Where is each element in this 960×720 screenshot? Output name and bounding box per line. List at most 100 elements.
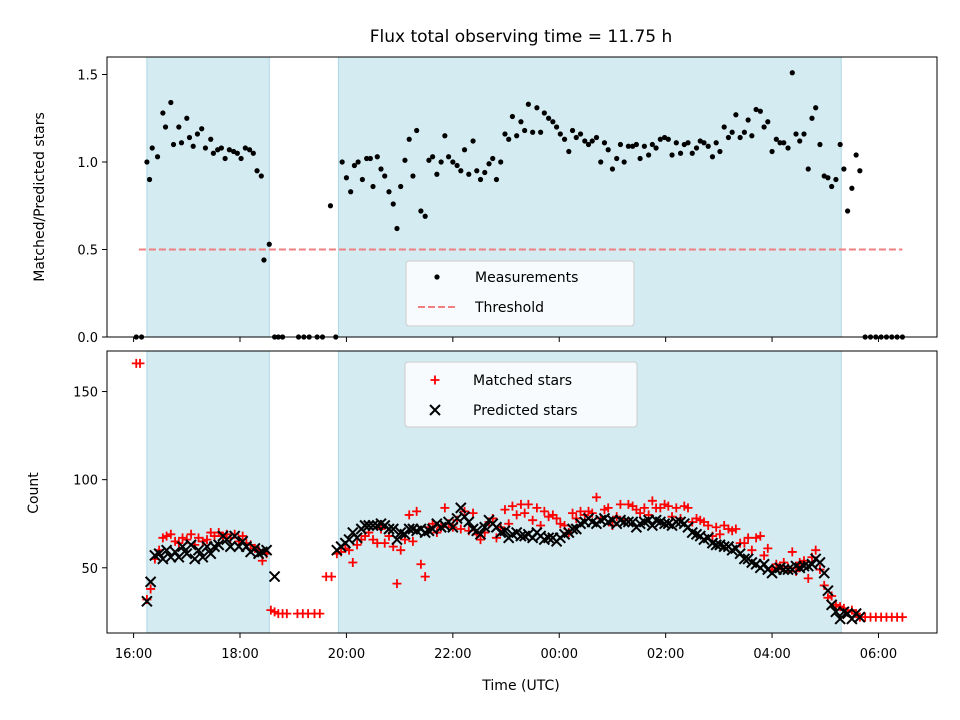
data-point bbox=[208, 136, 214, 142]
data-point bbox=[593, 134, 600, 141]
data-point bbox=[689, 150, 695, 156]
data-point bbox=[348, 189, 354, 195]
data-point bbox=[731, 524, 741, 534]
plot-frame bbox=[106, 350, 938, 634]
data-point bbox=[186, 529, 196, 539]
data-point bbox=[763, 543, 773, 553]
data-point bbox=[822, 584, 834, 597]
data-point bbox=[238, 531, 248, 541]
data-point bbox=[528, 515, 538, 525]
data-point bbox=[615, 499, 625, 509]
legend: Measurements Threshold bbox=[405, 260, 635, 327]
legend-box bbox=[405, 260, 635, 327]
data-point bbox=[154, 154, 161, 160]
data-point bbox=[213, 539, 225, 551]
data-point bbox=[817, 141, 823, 148]
data-point bbox=[801, 131, 807, 137]
data-point bbox=[408, 536, 418, 546]
data-point bbox=[715, 529, 725, 539]
data-point bbox=[587, 508, 597, 518]
x-tick-label: 00:00 bbox=[541, 647, 578, 662]
data-point bbox=[474, 168, 480, 174]
data-point bbox=[618, 516, 630, 528]
data-point bbox=[729, 129, 735, 135]
data-point bbox=[793, 131, 799, 137]
data-point bbox=[598, 159, 604, 165]
data-point bbox=[387, 523, 399, 535]
data-point bbox=[391, 533, 403, 546]
data-point bbox=[141, 595, 153, 607]
data-point bbox=[418, 208, 424, 214]
data-point bbox=[765, 119, 771, 125]
legend-label: Threshold bbox=[474, 300, 544, 316]
data-point bbox=[438, 159, 444, 165]
legend: Matched stars Predicted stars bbox=[404, 361, 638, 428]
legend-marker-predicted bbox=[429, 404, 441, 416]
data-point bbox=[226, 147, 232, 153]
data-point bbox=[552, 513, 562, 523]
data-point bbox=[845, 208, 851, 214]
data-point bbox=[327, 203, 334, 209]
data-point bbox=[673, 140, 679, 146]
data-point bbox=[582, 138, 588, 144]
data-point bbox=[370, 183, 376, 190]
data-point bbox=[234, 150, 240, 156]
data-point bbox=[781, 140, 787, 146]
data-point bbox=[416, 559, 426, 569]
data-point bbox=[733, 112, 739, 118]
data-point bbox=[737, 134, 743, 141]
data-point bbox=[258, 173, 264, 179]
data-point bbox=[394, 225, 400, 232]
top-panel: 0.0 0.5 1.0 1.5 Measurements Threshold bbox=[77, 56, 938, 346]
data-point bbox=[739, 538, 749, 548]
x-tick-label: 16:00 bbox=[115, 647, 152, 662]
data-point bbox=[711, 522, 721, 532]
data-point bbox=[819, 580, 829, 590]
data-point bbox=[514, 133, 520, 139]
data-point bbox=[249, 542, 261, 555]
shaded-interval-0 bbox=[146, 350, 270, 634]
data-point bbox=[386, 189, 392, 195]
data-point bbox=[176, 124, 182, 130]
data-point bbox=[166, 529, 176, 539]
data-point bbox=[566, 523, 579, 535]
data-point bbox=[701, 140, 707, 146]
data-point bbox=[725, 134, 732, 141]
data-point bbox=[146, 176, 153, 183]
data-point bbox=[205, 547, 217, 560]
data-point bbox=[755, 531, 765, 541]
data-point bbox=[348, 558, 358, 567]
legend-label: Matched stars bbox=[473, 373, 572, 389]
data-point bbox=[541, 110, 547, 116]
top-y-axis-label: Matched/Predicted stars bbox=[32, 112, 48, 282]
data-point bbox=[221, 533, 233, 546]
data-point bbox=[665, 136, 671, 142]
data-point bbox=[502, 131, 508, 137]
data-point bbox=[717, 148, 723, 155]
data-point bbox=[359, 176, 365, 183]
data-point bbox=[363, 519, 375, 532]
data-point bbox=[364, 155, 370, 162]
data-point bbox=[498, 159, 504, 165]
data-point bbox=[621, 159, 627, 165]
data-point bbox=[544, 512, 554, 522]
data-point bbox=[703, 520, 713, 530]
data-point bbox=[657, 136, 663, 142]
data-point bbox=[412, 506, 422, 516]
data-point bbox=[382, 173, 388, 179]
data-point bbox=[463, 516, 475, 528]
data-point bbox=[352, 540, 362, 550]
data-point bbox=[260, 544, 273, 556]
data-point bbox=[635, 508, 645, 518]
data-point bbox=[649, 141, 655, 148]
data-point bbox=[603, 503, 613, 513]
x-tick-label: 06:00 bbox=[860, 647, 897, 662]
data-point bbox=[173, 551, 185, 563]
bottom-panel: 50 100 150 16:00 18:00 20:00 22:00 00:00 02:00 04… bbox=[73, 350, 938, 662]
data-point bbox=[420, 572, 430, 582]
data-point bbox=[718, 540, 730, 553]
data-point bbox=[825, 599, 838, 611]
data-point bbox=[829, 183, 835, 190]
data-point bbox=[789, 70, 795, 76]
